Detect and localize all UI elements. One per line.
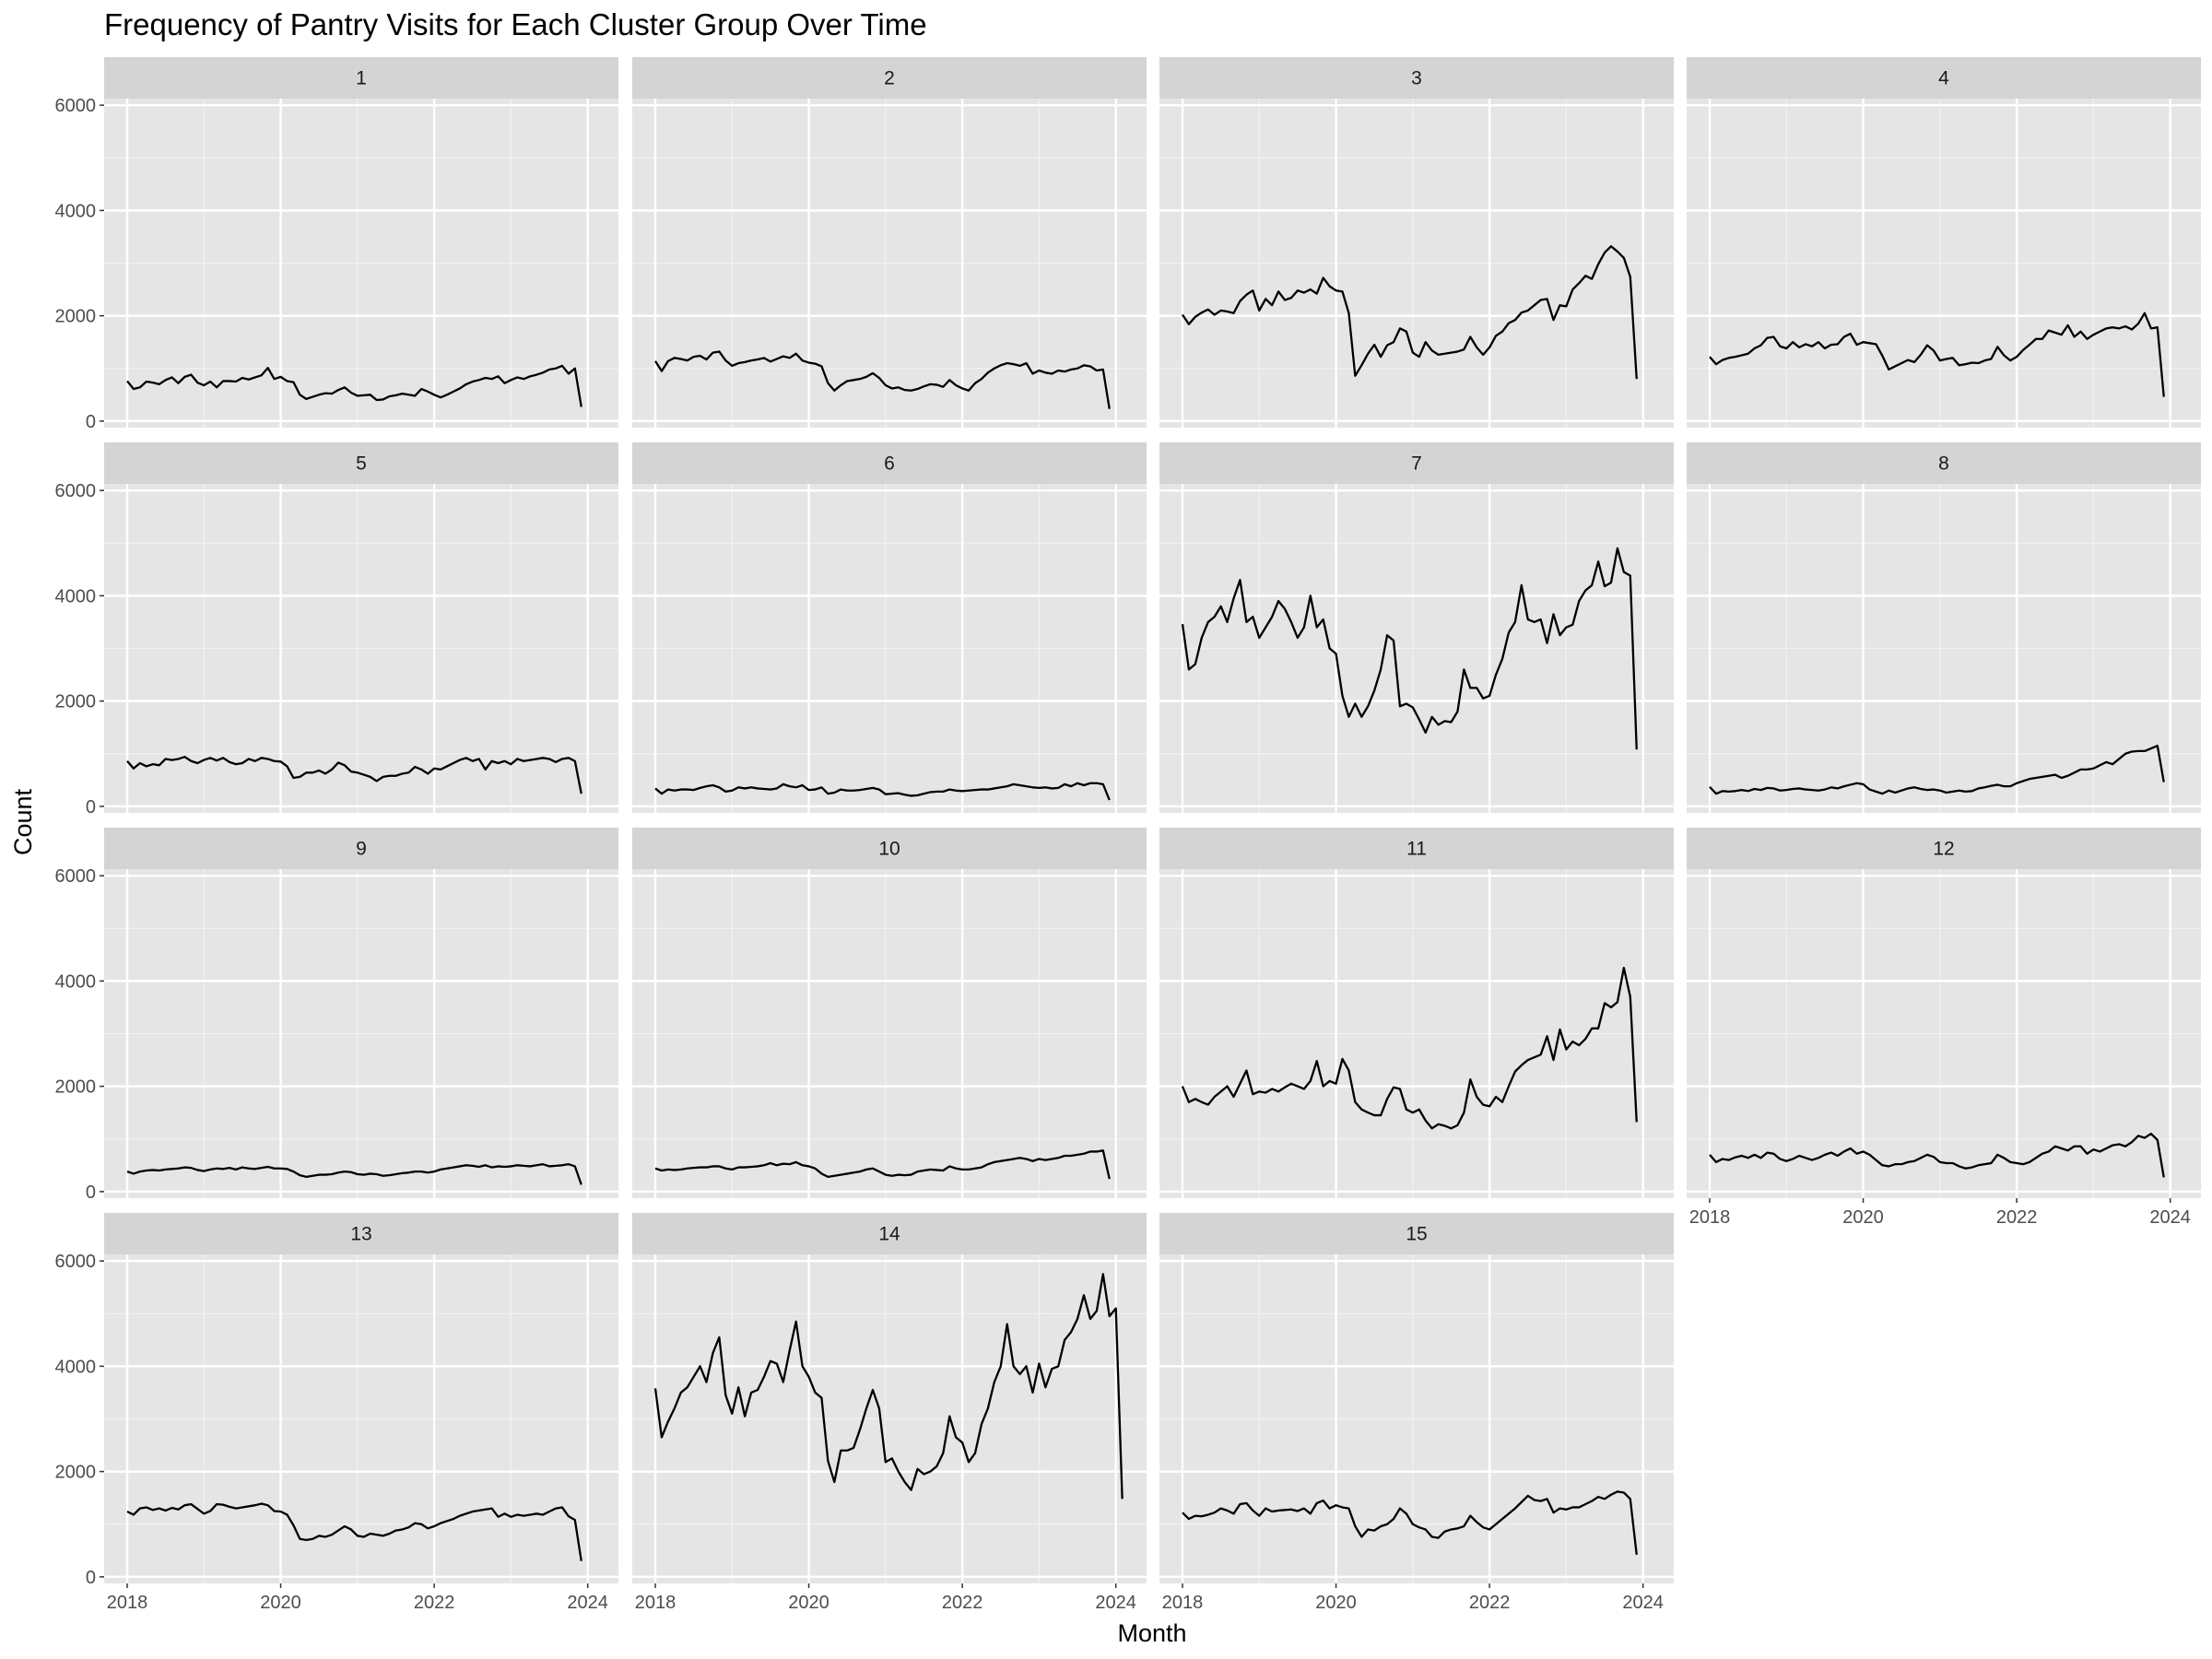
x-tick-label: 2022: [1996, 1207, 2038, 1228]
y-tick-label: 2000: [55, 1463, 97, 1483]
y-tick-label: 0: [86, 412, 96, 432]
y-tick-label: 6000: [55, 1252, 97, 1272]
facet-panel-8: 8: [1687, 442, 2201, 813]
facet-strip-label-1: 1: [356, 68, 367, 89]
chart-title: Frequency of Pantry Visits for Each Clus…: [104, 7, 927, 41]
series-line-4: [1709, 312, 2165, 397]
facet-strip-label-2: 2: [884, 68, 895, 89]
series-line-13: [126, 1502, 582, 1561]
y-tick-label: 0: [86, 1182, 96, 1203]
series-line-8: [1709, 745, 2165, 795]
x-tick-label: 2022: [414, 1593, 455, 1613]
y-axis-title: Count: [9, 788, 37, 855]
series-line-7: [1181, 547, 1638, 750]
series-line-15: [1182, 1490, 1638, 1556]
facet-strip-15: [1159, 1213, 1674, 1254]
x-tick-label: 2024: [1095, 1593, 1136, 1613]
x-tick-label: 2018: [107, 1593, 148, 1613]
y-tick-label: 4000: [55, 1357, 97, 1377]
facet-strip-2: [632, 57, 1147, 99]
facet-panel-11: 11: [1159, 828, 1674, 1198]
facet-strip-label-11: 11: [1406, 839, 1427, 860]
facet-strip-3: [1159, 57, 1674, 99]
series-line-5: [126, 756, 582, 794]
y-tick-label: 6000: [55, 866, 97, 887]
facet-strip-14: [632, 1213, 1147, 1254]
facet-panel-1: 1 0 2000 4000 6000: [55, 57, 618, 432]
y-tick-label: 4000: [55, 201, 97, 221]
x-tick-label: 2018: [635, 1593, 677, 1613]
facet-strip-label-15: 15: [1406, 1224, 1427, 1245]
facet-strip-5: [104, 442, 618, 484]
x-tick-label: 2018: [1162, 1593, 1204, 1613]
series-line-14: [653, 1273, 1124, 1500]
series-line-10: [654, 1149, 1111, 1180]
facet-strip-4: [1687, 57, 2201, 99]
facet-strip-8: [1687, 442, 2201, 484]
x-tick-label: 2024: [2149, 1207, 2191, 1228]
facet-strip-label-7: 7: [1411, 453, 1422, 475]
facet-strip-label-4: 4: [1938, 68, 1949, 89]
facet-panel-4: 4: [1687, 57, 2201, 428]
facet-strip-7: [1159, 442, 1674, 484]
facet-panel-3: 3: [1159, 57, 1674, 428]
facet-strip-10: [632, 828, 1147, 869]
x-tick-label: 2024: [1622, 1593, 1664, 1613]
facet-strip-label-14: 14: [878, 1224, 900, 1245]
y-tick-label: 2000: [55, 307, 97, 327]
series-line-1: [126, 364, 582, 407]
facet-panel-10: 10: [632, 828, 1147, 1198]
series-line-3: [1182, 245, 1638, 380]
x-tick-label: 2018: [1689, 1207, 1731, 1228]
x-tick-label: 2020: [1315, 1593, 1357, 1613]
facet-panel-7: 7: [1159, 442, 1674, 813]
series-line-9: [126, 1163, 582, 1185]
facet-strip-label-5: 5: [356, 453, 367, 475]
x-axis-title: Month: [1117, 1619, 1186, 1647]
y-tick-label: 2000: [55, 692, 97, 712]
facet-strip-label-10: 10: [878, 839, 900, 860]
facet-strip-label-6: 6: [884, 453, 895, 475]
facet-panel-13: 13 0 2000 4000 6000 2018 2020 2022 2024: [55, 1213, 618, 1613]
x-tick-label: 2022: [1469, 1593, 1511, 1613]
x-tick-label: 2022: [942, 1593, 983, 1613]
facet-strip-label-8: 8: [1938, 453, 1949, 475]
facet-strip-12: [1687, 828, 2201, 869]
facet-panel-5: 5 0 2000 4000 6000: [55, 442, 618, 818]
series-line-12: [1709, 1132, 2165, 1178]
facet-panel-12: 12 2018 2020 2022 2024: [1687, 828, 2201, 1228]
y-tick-label: 0: [86, 797, 96, 818]
y-tick-label: 4000: [55, 586, 97, 606]
y-tick-label: 6000: [55, 481, 97, 501]
x-tick-label: 2020: [260, 1593, 301, 1613]
series-line-6: [654, 782, 1111, 801]
facet-panel-9: 9 0 2000 4000 6000: [55, 828, 618, 1203]
facet-strip-6: [632, 442, 1147, 484]
y-tick-label: 6000: [55, 96, 97, 116]
facet-strip-11: [1159, 828, 1674, 869]
x-tick-label: 2024: [567, 1593, 608, 1613]
facet-panel-6: 6: [632, 442, 1147, 813]
facet-panel-2: 2: [632, 57, 1147, 428]
x-tick-label: 2020: [788, 1593, 830, 1613]
series-line-2: [654, 350, 1111, 409]
facet-strip-1: [104, 57, 618, 99]
facet-strip-label-12: 12: [1933, 839, 1954, 860]
facet-strip-13: [104, 1213, 618, 1254]
facet-strip-label-9: 9: [356, 839, 367, 860]
facet-panel-14: 14 2018 2020 2022 2024: [632, 1213, 1147, 1613]
facet-strip-label-3: 3: [1411, 68, 1422, 89]
facet-strip-9: [104, 828, 618, 869]
y-tick-label: 2000: [55, 1077, 97, 1098]
x-tick-label: 2020: [1842, 1207, 1884, 1228]
facet-strip-label-13: 13: [350, 1224, 371, 1245]
y-tick-label: 0: [86, 1568, 96, 1588]
y-tick-label: 4000: [55, 971, 97, 992]
series-line-11: [1181, 966, 1638, 1130]
facet-panel-15: 15 2018 2020 2022 2024: [1159, 1213, 1674, 1613]
